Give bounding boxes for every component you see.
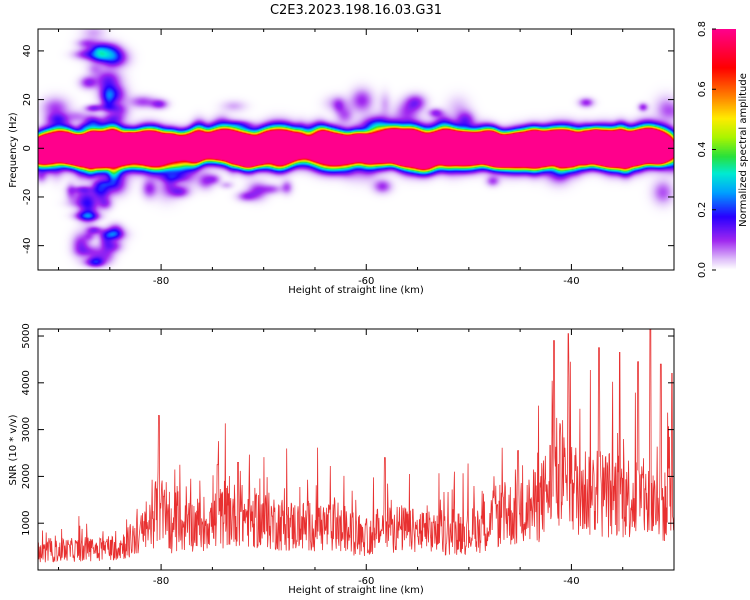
spectrogram-ticks: -80 -60 -40 -40 -20 0 20 40 <box>22 29 675 287</box>
x-tick-label: -60 <box>358 276 374 287</box>
colorbar-tick-label: 0.0 <box>697 262 708 278</box>
x-tick-label: -80 <box>153 276 169 287</box>
spectrogram-axes-frame <box>37 28 675 271</box>
colorbar-tick-label: 0.4 <box>697 142 708 158</box>
y-tick-label: 1000 <box>21 510 32 535</box>
snr-axes-frame <box>37 328 675 571</box>
snr-y-axis-label: SNR (10 * v/v) <box>8 414 19 485</box>
colorbar-tick-label: 0.6 <box>697 81 708 97</box>
y-tick-label: 2000 <box>21 464 32 489</box>
figure-title: C2E3.2023.198.16.03.G31 <box>270 3 442 18</box>
snr-x-axis-label: Height of straight line (km) <box>288 585 424 596</box>
y-tick-label: 20 <box>22 93 33 106</box>
y-tick-label: 4000 <box>21 370 32 395</box>
spectrogram-y-axis-label: Frequency (Hz) <box>8 112 19 188</box>
x-tick-label: -60 <box>358 576 374 587</box>
y-tick-label: -20 <box>22 189 33 205</box>
colorbar-tick-label: 0.2 <box>697 202 708 218</box>
spectrogram-canvas-holder <box>38 29 674 270</box>
x-tick-label: -40 <box>563 276 579 287</box>
y-tick-label: 0 <box>22 145 33 151</box>
colorbar: 0.0 0.2 0.4 0.6 0.8 Normalized spectral ampl… <box>697 21 749 278</box>
spectrogram-heatmap <box>38 29 674 270</box>
spectrogram-x-axis-label: Height of straight line (km) <box>288 285 424 296</box>
y-tick-label: 40 <box>22 45 33 58</box>
spectrogram-panel: -80 -60 -40 -40 -20 0 20 40 Height of straight … <box>8 28 675 296</box>
snr-panel: -80 -60 -40 1000 2000 3000 4000 5000 Height of … <box>8 323 675 596</box>
colorbar-label: Normalized spectral amplitude <box>738 73 749 227</box>
x-tick-label: -40 <box>563 576 579 587</box>
y-tick-label: 5000 <box>21 323 32 348</box>
colorbar-ticks: 0.0 0.2 0.4 0.6 0.8 <box>697 21 716 278</box>
snr-series-line <box>38 329 674 563</box>
snr-ticks: -80 -60 -40 1000 2000 3000 4000 5000 <box>21 323 675 587</box>
x-tick-label: -80 <box>153 576 169 587</box>
y-tick-label: 3000 <box>21 417 32 442</box>
colorbar-tick-label: 0.8 <box>697 21 708 37</box>
y-tick-label: -40 <box>22 237 33 253</box>
